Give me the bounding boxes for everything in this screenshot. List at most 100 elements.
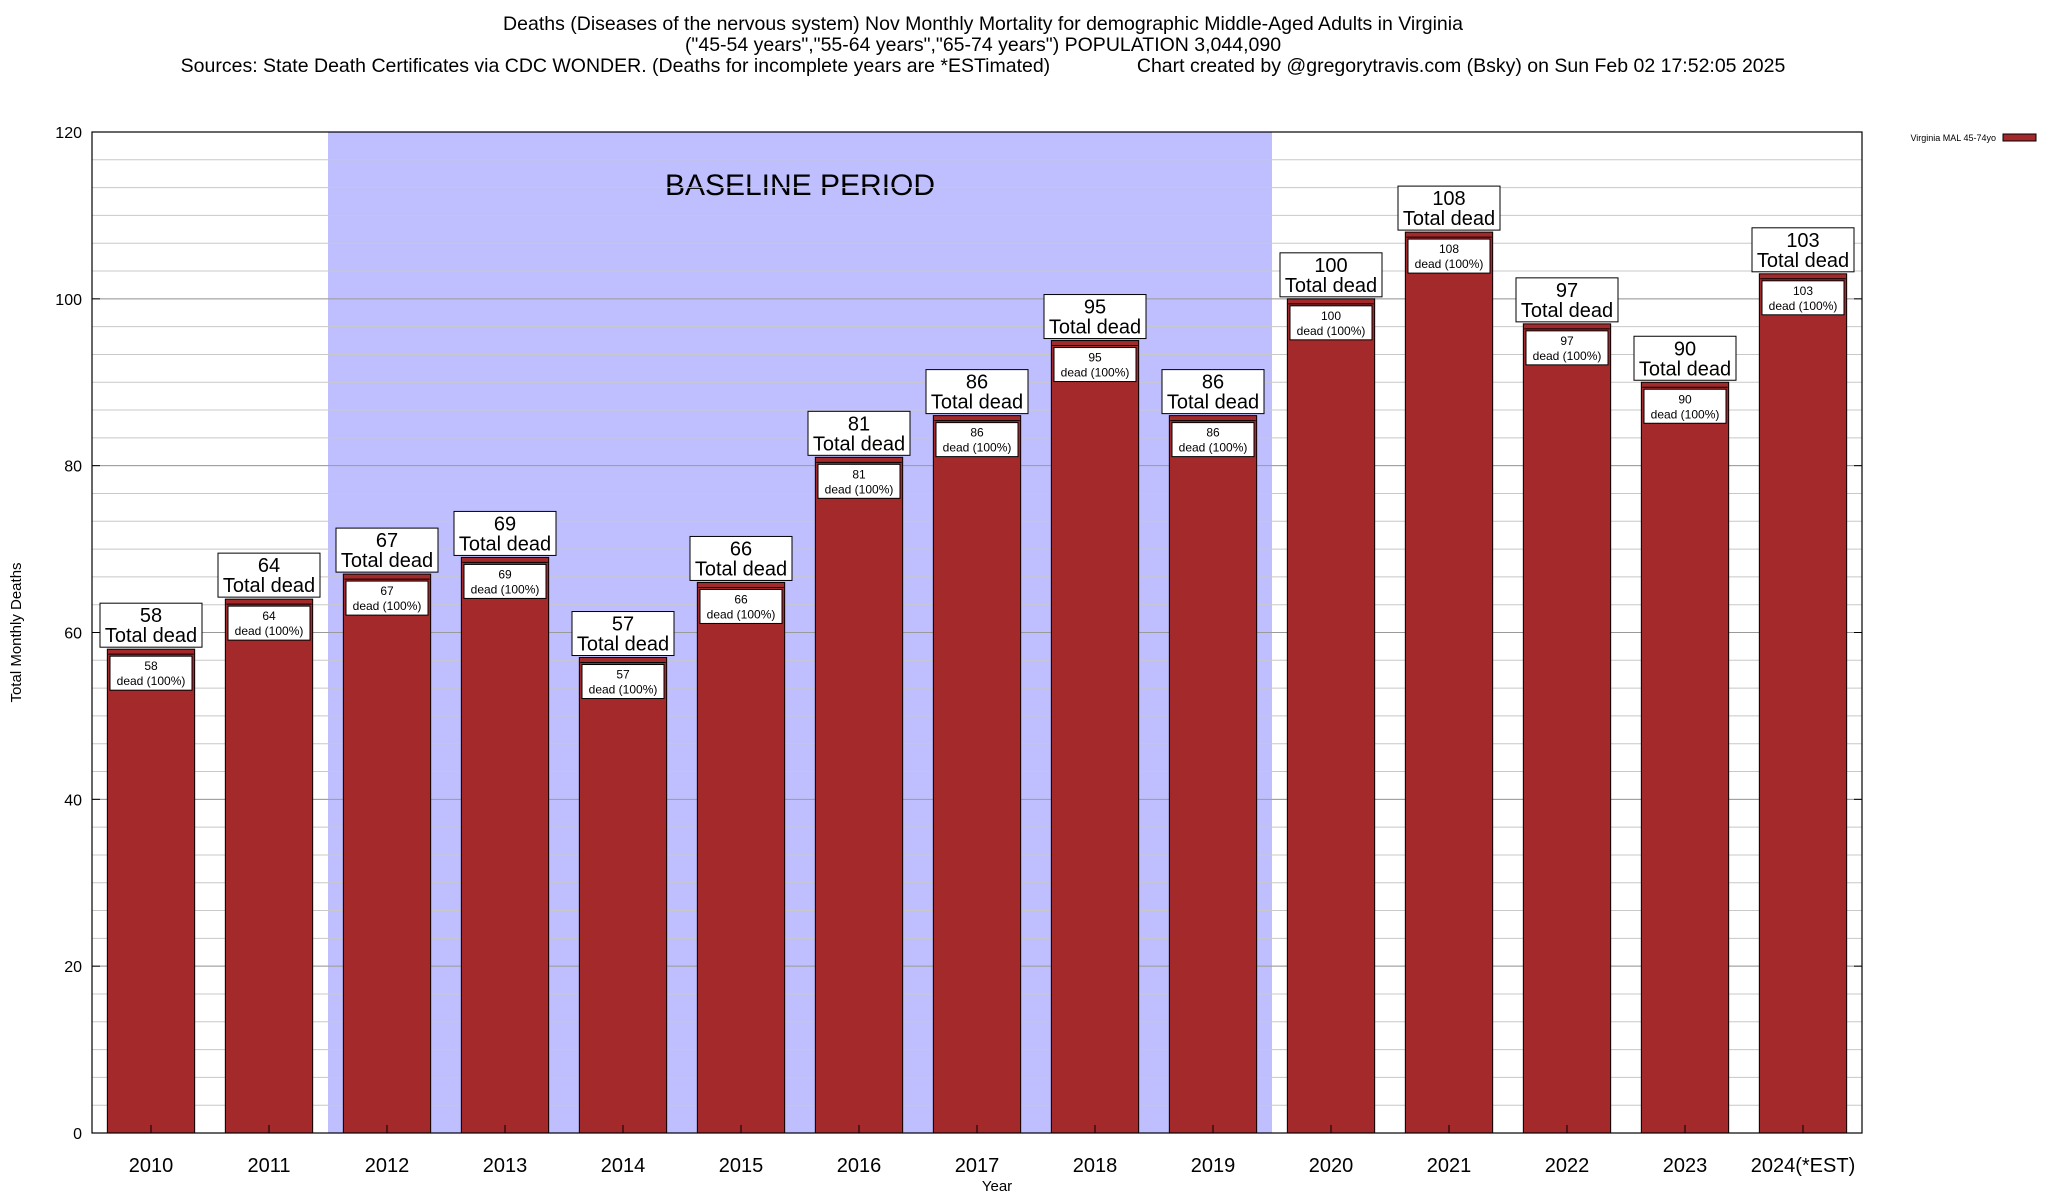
x-tick-label: 2017 <box>955 1155 1000 1177</box>
x-tick-label: 2016 <box>837 1155 882 1177</box>
inner-label-value: 81 <box>852 467 866 481</box>
top-label-box <box>335 527 439 573</box>
bar <box>342 573 432 1134</box>
inner-label-box <box>1525 330 1609 366</box>
inner-label-suffix: dead (100%) <box>1179 441 1248 455</box>
bar <box>578 657 668 1134</box>
y-tick-label: 40 <box>64 792 82 809</box>
top-label-value: 66 <box>730 538 752 560</box>
inner-label-box <box>1289 305 1373 341</box>
top-label-box <box>1397 185 1501 231</box>
y-tick-label: 0 <box>73 1126 82 1143</box>
top-label-value: 86 <box>966 372 988 394</box>
bar <box>814 456 904 1134</box>
top-label-value: 90 <box>1674 338 1696 360</box>
inner-label-box <box>1171 422 1255 458</box>
x-tick-label: 2014 <box>601 1155 646 1177</box>
x-tick-label: 2011 <box>247 1155 290 1177</box>
top-label-value: 108 <box>1432 188 1465 210</box>
x-tick-label: 2012 <box>365 1155 410 1177</box>
x-tick-label: 2013 <box>483 1155 528 1177</box>
inner-label-suffix: dead (100%) <box>589 683 658 697</box>
inner-label-box <box>1643 388 1727 424</box>
top-label-box <box>1043 294 1147 340</box>
top-label-value: 67 <box>376 530 398 552</box>
bar <box>696 581 786 1134</box>
inner-label-value: 103 <box>1793 284 1813 298</box>
top-label-value: 97 <box>1556 280 1578 302</box>
top-label-suffix: Total dead <box>1285 275 1377 297</box>
chart-sources-line: Sources: State Death Certificates via CD… <box>0 56 1966 77</box>
inner-label-suffix: dead (100%) <box>235 624 304 638</box>
bars-layer <box>106 231 1848 1134</box>
bar <box>932 415 1022 1134</box>
bar <box>1640 381 1730 1134</box>
bar <box>1050 340 1140 1134</box>
inner-label-value: 86 <box>1206 426 1220 440</box>
y-tick-label: 120 <box>55 125 82 142</box>
bar <box>460 556 550 1134</box>
inner-label-suffix: dead (100%) <box>471 582 540 596</box>
inner-label-box <box>463 563 547 599</box>
inner-label-value: 64 <box>262 609 276 623</box>
top-label-suffix: Total dead <box>695 558 787 580</box>
inner-label-value: 90 <box>1678 392 1692 406</box>
top-label-suffix: Total dead <box>1403 208 1495 230</box>
x-tick-label: 2024(*EST) <box>1751 1155 1856 1177</box>
top-label-value: 103 <box>1786 230 1819 252</box>
top-label-box <box>925 369 1029 415</box>
inner-label-box <box>227 605 311 641</box>
x-tick-label: 2018 <box>1073 1155 1118 1177</box>
chart-subtitle: ("45-54 years","55-64 years","65-74 year… <box>684 34 1282 56</box>
legend-label: Virginia MAL 45-74yo <box>1910 133 1996 143</box>
top-label-box <box>807 410 911 456</box>
y-axis-label: Total Monthly Deaths <box>8 562 25 702</box>
axes-layer: 2010 2011 2012 2013 2014 2015 2016 2017 2018 2019… <box>8 125 1863 1195</box>
inner-label-box <box>581 664 665 700</box>
inner-label-box <box>1053 347 1137 383</box>
y-tick-label: 80 <box>64 459 82 476</box>
inner-label-suffix: dead (100%) <box>117 674 186 688</box>
baseline-band-label: BASELINE PERIOD <box>665 169 935 202</box>
x-tick-label: 2015 <box>719 1155 764 1177</box>
top-label-suffix: Total dead <box>931 392 1023 414</box>
inner-label-box <box>1407 238 1491 274</box>
legend-layer: Virginia MAL 45-74yo <box>1910 133 2037 143</box>
x-tick-label: 2019 <box>1191 1155 1236 1177</box>
top-label-suffix: Total dead <box>459 533 551 555</box>
bar <box>106 648 196 1134</box>
top-label-box <box>217 552 321 598</box>
top-label-value: 81 <box>848 413 870 435</box>
inner-label-suffix: dead (100%) <box>1415 257 1484 271</box>
inner-label-suffix: dead (100%) <box>1769 299 1838 313</box>
inner-label-value: 58 <box>144 659 158 673</box>
inner-label-suffix: dead (100%) <box>1651 407 1720 421</box>
top-label-suffix: Total dead <box>813 433 905 455</box>
inner-label-box <box>109 655 193 691</box>
inner-label-suffix: dead (100%) <box>825 482 894 496</box>
inner-label-value: 66 <box>734 592 748 606</box>
y-tick-label: 60 <box>64 626 82 643</box>
top-label-value: 95 <box>1084 297 1106 319</box>
inner-label-value: 67 <box>380 584 394 598</box>
chart-titles: Deaths (Diseases of the nervous system) … <box>0 14 1966 77</box>
top-label-suffix: Total dead <box>1757 250 1849 272</box>
chart-source-text: Sources: State Death Certificates via CD… <box>180 55 1051 77</box>
inner-label-value: 57 <box>616 668 630 682</box>
inner-label-value: 86 <box>970 426 984 440</box>
inner-label-suffix: dead (100%) <box>1297 324 1366 338</box>
top-label-value: 58 <box>140 605 162 627</box>
x-tick-label: 2022 <box>1545 1155 1590 1177</box>
top-label-suffix: Total dead <box>1167 392 1259 414</box>
bar <box>1168 415 1258 1134</box>
chart-title: Deaths (Diseases of the nervous system) … <box>503 13 1463 35</box>
top-label-box <box>1279 252 1383 298</box>
top-label-suffix: Total dead <box>223 575 315 597</box>
bar <box>1286 298 1376 1134</box>
top-label-value: 86 <box>1202 372 1224 394</box>
x-axis-label: Year <box>982 1178 1012 1195</box>
inner-label-value: 108 <box>1439 242 1459 256</box>
legend-swatch <box>2002 133 2037 142</box>
inner-label-box <box>935 422 1019 458</box>
inner-label-suffix: dead (100%) <box>1061 366 1130 380</box>
